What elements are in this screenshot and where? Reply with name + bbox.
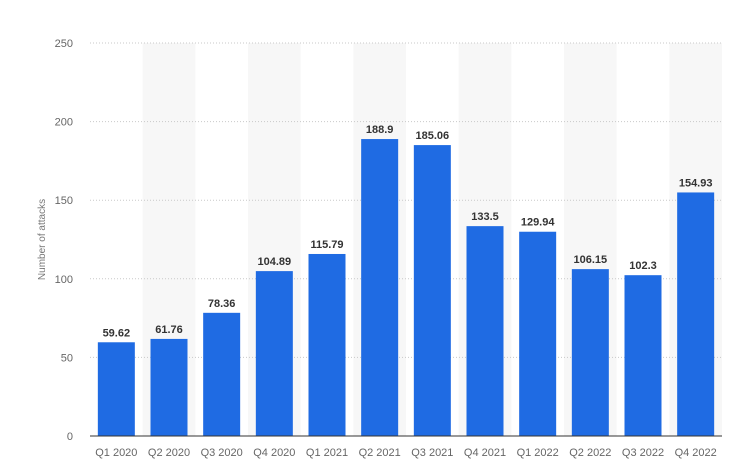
y-tick-label: 100 (55, 274, 73, 286)
x-tick-label: Q2 2022 (569, 447, 611, 459)
x-tick-label: Q1 2022 (517, 447, 559, 459)
data-label: 61.76 (155, 324, 183, 336)
x-tick-label: Q4 2022 (675, 447, 717, 459)
x-tick-label: Q2 2020 (148, 447, 190, 459)
bar[interactable] (677, 192, 715, 436)
bar[interactable] (361, 139, 399, 436)
bar[interactable] (624, 275, 662, 436)
data-label: 115.79 (310, 239, 343, 251)
x-tick-label: Q3 2022 (622, 447, 664, 459)
data-label: 129.94 (521, 217, 556, 229)
data-labels: 59.62 61.76 78.36 104.89 115.79 188.9 185.06 13… (103, 124, 713, 339)
data-label: 188.9 (366, 124, 394, 136)
data-label: 133.5 (471, 211, 499, 223)
gridlines (90, 42, 722, 358)
bar[interactable] (571, 269, 609, 436)
data-label: 154.93 (679, 177, 713, 189)
data-label: 78.36 (208, 298, 236, 310)
data-label: 102.3 (629, 260, 657, 272)
x-axis-categories: Q1 2020 Q2 2020 Q3 2020 Q4 2020 Q1 2021 Q2 20… (95, 447, 717, 459)
y-tick-label: 150 (55, 195, 73, 207)
data-label: 104.89 (258, 256, 292, 268)
bar[interactable] (255, 271, 293, 436)
bar[interactable] (413, 145, 451, 436)
x-tick-label: Q3 2020 (201, 447, 243, 459)
x-tick-label: Q2 2021 (359, 447, 401, 459)
y-tick-label: 0 (67, 431, 73, 443)
y-axis-ticks: 0 50 100 150 200 250 (55, 38, 73, 443)
x-tick-label: Q3 2021 (411, 447, 453, 459)
x-tick-label: Q1 2020 (95, 447, 137, 459)
data-label: 185.06 (416, 130, 450, 142)
bars (97, 139, 715, 436)
y-axis-title: Number of attacks (37, 199, 48, 280)
y-tick-label: 50 (61, 352, 73, 364)
y-tick-label: 200 (55, 117, 73, 129)
x-tick-label: Q4 2020 (253, 447, 295, 459)
data-label: 59.62 (103, 327, 131, 339)
bar[interactable] (308, 253, 346, 436)
bar[interactable] (97, 342, 135, 436)
y-tick-label: 250 (55, 38, 73, 50)
x-tick-label: Q1 2021 (306, 447, 348, 459)
bar[interactable] (519, 231, 557, 436)
x-tick-label: Q4 2021 (464, 447, 506, 459)
data-label: 106.15 (574, 254, 608, 266)
bar[interactable] (466, 226, 504, 436)
bar[interactable] (203, 312, 241, 436)
bar[interactable] (150, 338, 188, 436)
